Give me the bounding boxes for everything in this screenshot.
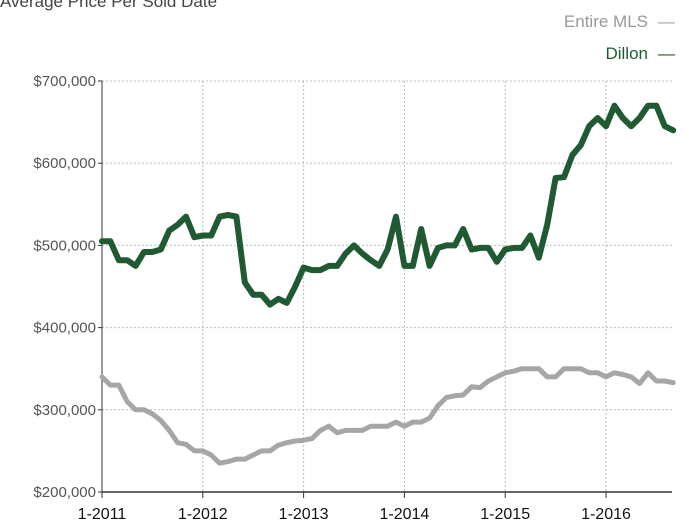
- axes: [98, 80, 672, 498]
- x-tick-label: 1-2014: [379, 506, 429, 523]
- x-tick-label: 1-2013: [279, 506, 329, 523]
- y-tick-label: $600,000: [33, 155, 96, 172]
- chart-legend: Entire MLS — Dillon —: [564, 6, 675, 70]
- series-line-entire-mls: [99, 366, 676, 466]
- y-tick-label: $700,000: [33, 73, 96, 90]
- x-tick-label: 1-2012: [178, 506, 228, 523]
- x-tick-label: 1-2011: [78, 506, 127, 523]
- y-tick-label: $200,000: [33, 484, 96, 501]
- legend-label-dillon: Dillon: [605, 44, 648, 63]
- series-line-dillon: [99, 102, 677, 308]
- y-tick-label: $400,000: [33, 320, 96, 337]
- series-lines: [99, 102, 677, 466]
- x-tick-labels: 1-2011 1-2012 1-2013 1-2014 1-2015 1-2016: [78, 506, 631, 523]
- y-tick-labels: $200,000 $300,000 $400,000 $500,000 $600,000…: [33, 73, 96, 501]
- y-tick-label: $300,000: [33, 402, 96, 419]
- legend-item-dillon: Dillon —: [564, 38, 675, 70]
- legend-item-entire-mls: Entire MLS —: [564, 6, 675, 38]
- legend-label-entire-mls: Entire MLS: [563, 12, 648, 31]
- grid: [102, 80, 672, 492]
- x-tick-label: 1-2016: [581, 506, 631, 523]
- chart-title: Average Price Per Sold Date: [0, 0, 218, 11]
- legend-swatch-entire-mls: —: [658, 12, 675, 31]
- legend-swatch-dillon: —: [658, 44, 675, 63]
- x-tick-label: 1-2015: [480, 506, 530, 523]
- y-tick-label: $500,000: [33, 237, 96, 254]
